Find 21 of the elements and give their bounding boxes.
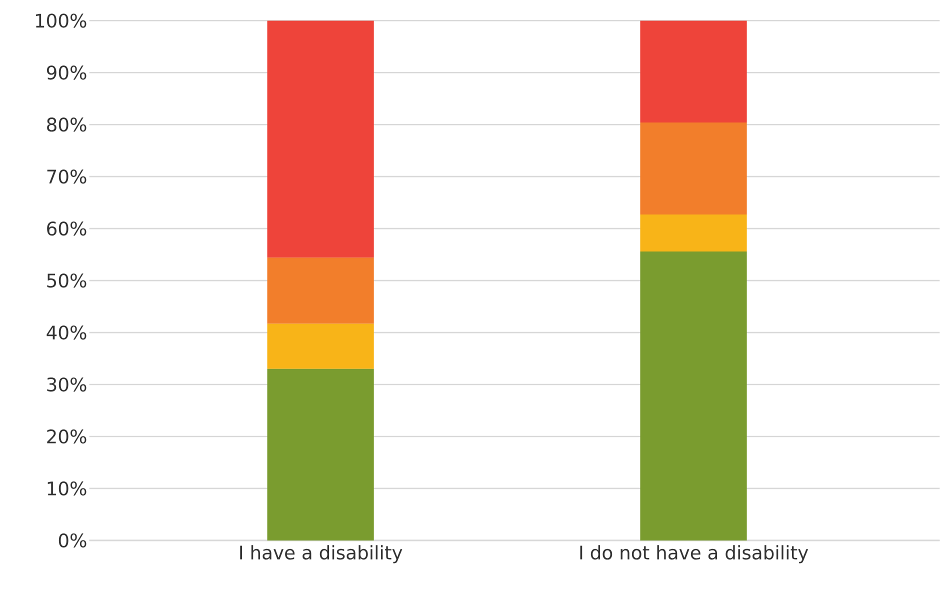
y-tick-label: 0%: [58, 533, 86, 548]
bar: [640, 122, 747, 214]
x-tick-label: I do not have a disability: [580, 544, 808, 564]
x-tick-label: I have a disability: [240, 544, 402, 564]
bar: [640, 251, 747, 540]
y-tick-label: 80%: [47, 117, 86, 132]
bar: [267, 20, 374, 258]
y-tick-label: 90%: [46, 65, 86, 80]
y-tick-label: 40%: [46, 325, 86, 340]
y-tick-label: 50%: [47, 273, 86, 288]
y-tick-label: 60%: [47, 221, 86, 236]
bar: [640, 20, 747, 122]
bar: [640, 214, 747, 252]
y-tick-label: 20%: [47, 429, 86, 444]
y-tick-label: 10%: [48, 481, 86, 496]
y-tick-label: 30%: [47, 377, 86, 392]
bar: [267, 257, 374, 324]
bar: [267, 323, 374, 369]
y-tick-label: 100%: [36, 13, 86, 28]
y-tick-label: 70%: [47, 169, 86, 184]
bar: [267, 368, 374, 540]
